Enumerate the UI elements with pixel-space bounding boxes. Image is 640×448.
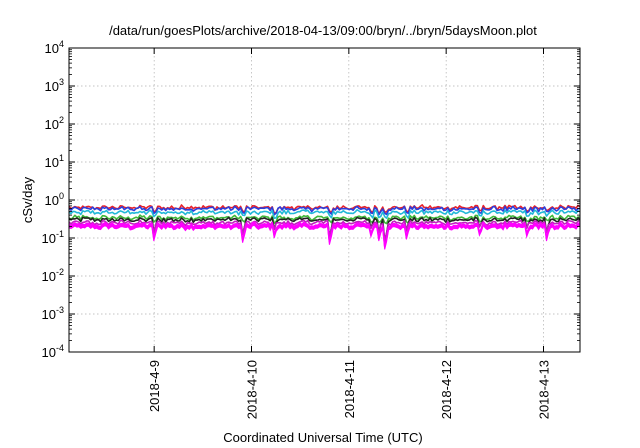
y-tick-label: 10-4	[42, 343, 64, 360]
series-line	[68, 214, 581, 225]
x-tick-label: 2018-4-10	[245, 360, 260, 419]
data-traces	[68, 204, 581, 250]
y-tick-label: 100	[45, 191, 64, 208]
y-tick-label: 102	[45, 115, 64, 132]
x-tick-label: 2018-4-9	[147, 360, 162, 412]
series-line	[68, 205, 581, 216]
y-axis: 10-4 10-3 10-2 10-1 100 101 102 103 104	[42, 39, 580, 360]
x-tick-label: 2018-4-12	[439, 360, 454, 419]
x-axis: 2018-4-9 2018-4-10 2018-4-11 2018-4-12 2018-…	[147, 48, 552, 419]
series-line	[68, 219, 581, 242]
grid	[69, 48, 580, 352]
y-tick-label: 10-3	[42, 305, 64, 322]
series-line	[68, 209, 581, 219]
y-tick-label: 10-2	[42, 267, 64, 284]
x-axis-label: Coordinated Universal Time (UTC)	[223, 430, 422, 445]
chart-title: /data/run/goesPlots/archive/2018-04-13/0…	[109, 23, 537, 38]
y-tick-label: 103	[45, 77, 64, 94]
y-tick-label: 104	[45, 39, 64, 56]
x-tick-label: 2018-4-13	[537, 360, 552, 419]
y-axis-label: cSv/day	[20, 176, 35, 223]
y-tick-label: 101	[45, 153, 64, 170]
series-line	[68, 221, 581, 248]
x-tick-label: 2018-4-11	[342, 360, 357, 418]
y-tick-label: 10-1	[42, 229, 64, 246]
